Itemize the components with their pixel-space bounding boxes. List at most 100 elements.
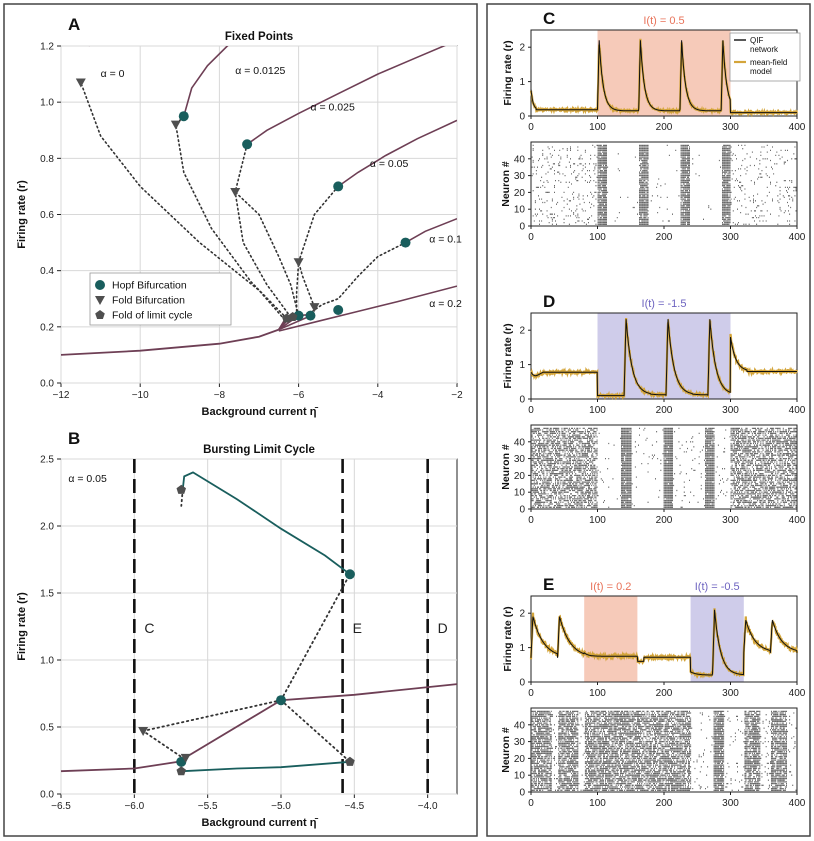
fold-limit-cycle-marker [176, 484, 186, 494]
raster-x-tick-label: 100 [589, 515, 606, 526]
raster-x-tick-label: 200 [656, 515, 673, 526]
stimulus-label: I(t) = 0.5 [643, 15, 684, 27]
y-axis-label: Firing rate (r) [16, 180, 28, 249]
limit-cycle-lower [182, 760, 350, 773]
y-tick-label: 1.2 [40, 42, 54, 53]
stable-branch-high [337, 119, 457, 188]
raster-x-tick-label: 200 [656, 232, 673, 243]
raster-y-tick-label: 0 [519, 505, 525, 516]
y-tick-label: 0.6 [40, 210, 54, 221]
legend-entry: Hopf Bifurcation [112, 280, 187, 292]
rate-x-tick-label: 300 [722, 122, 739, 133]
unstable-branch [297, 261, 316, 308]
raster-x-tick-label: 100 [589, 232, 606, 243]
raster-x-tick-label: 0 [528, 515, 534, 526]
raster-frame [530, 141, 798, 227]
vertical-line-label: E [353, 620, 362, 636]
y-tick-label: 0.4 [40, 266, 54, 277]
plot-area [60, 458, 458, 795]
stimulus-shading [584, 596, 638, 682]
panel-letter: E [543, 575, 554, 594]
qif-network-trace [530, 319, 797, 397]
raster-y-tick-label: 10 [514, 771, 526, 782]
fold-marker [180, 753, 191, 763]
fold-limit-cycle-marker [176, 766, 186, 776]
hopf-marker [242, 139, 253, 150]
hopf-marker [344, 569, 355, 580]
hopf-marker [305, 310, 316, 321]
unstable-branch [307, 241, 407, 315]
fold-marker [138, 727, 149, 737]
legend-qif-label: QIF [750, 36, 763, 45]
fold-marker [230, 188, 241, 198]
y-axis-label: Firing rate (r) [16, 592, 28, 661]
rate-x-tick-label: 0 [528, 688, 534, 699]
limit-cycle-upper [181, 471, 351, 575]
rate-x-tick-label: 400 [789, 405, 806, 416]
raster-y-tick-label: 0 [519, 788, 525, 799]
alpha-label: α = 0.1 [429, 234, 462, 246]
rate-x-tick-label: 400 [789, 122, 806, 133]
raster-x-tick-label: 400 [789, 515, 806, 526]
raster-y-tick-label: 20 [514, 754, 526, 765]
legend-hopf-marker [95, 280, 105, 290]
fold-marker [75, 78, 86, 88]
alpha-label: α = 0.2 [429, 298, 462, 310]
panel-a: −12 −10 −8 −6 −4 −2 0.0 0.2 0.4 0.6 0.8 1.0 1.2 Fixed… [16, 15, 463, 418]
panel-letter-a: A [68, 15, 80, 34]
hopf-marker [400, 237, 411, 248]
chart-title: Bursting Limit Cycle [203, 444, 315, 456]
legend-entry: Fold Bifurcation [112, 295, 185, 307]
legend-box [89, 272, 232, 326]
hopf-marker [333, 181, 344, 192]
rate-x-tick-label: 300 [722, 405, 739, 416]
unstable-branch [234, 191, 300, 317]
qif-network-trace [530, 40, 797, 114]
y-tick-label: 2.0 [40, 522, 54, 533]
legend-mf-label-2: model [750, 67, 772, 76]
raster-y-tick-label: 40 [514, 154, 526, 165]
unstable-branch [295, 261, 300, 317]
y-tick-label: 1.0 [40, 656, 54, 667]
stable-branch-low [278, 285, 457, 332]
raster-x-tick-label: 300 [722, 515, 739, 526]
y-tick-label: 0.0 [40, 790, 54, 801]
raster-y-tick-label: 40 [514, 720, 526, 731]
x-tick-label: −4.0 [418, 801, 438, 812]
legend-qif-label-2: network [750, 45, 779, 54]
rate-y-tick-label: 2 [519, 326, 525, 337]
y-tick-label: 1.5 [40, 589, 54, 600]
x-tick-label: −4.5 [344, 801, 364, 812]
stimulus-label-2: I(t) = -0.5 [695, 581, 740, 593]
panel-letter: D [543, 292, 555, 311]
raster-y-tick-label: 40 [514, 437, 526, 448]
fold-marker [293, 258, 304, 268]
panel-b: −6.5 −6.0 −5.5 −5.0 −4.5 −4.0 0.0 0.5 1.0 1.5 2.0 2… [16, 429, 458, 829]
raster-y-tick-label: 10 [514, 488, 526, 499]
stable-branch-high [246, 46, 446, 145]
x-tick-label: −4 [372, 390, 384, 401]
rate-y-tick-label: 2 [519, 43, 525, 54]
fold-limit-cycle-marker [345, 756, 355, 766]
curves-a [61, 46, 457, 356]
x-tick-label: −2 [451, 390, 463, 401]
x-tick-label: −5.5 [198, 801, 218, 812]
legend-fold-lc-marker [95, 310, 105, 319]
unstable-branch [234, 191, 292, 318]
rate-y-label: Firing rate (r) [502, 323, 514, 388]
raster-x-tick-label: 300 [722, 798, 739, 809]
rate-y-tick-label: 1 [519, 643, 525, 654]
stable-branch-high [405, 217, 457, 244]
fold-limit-cycle-marker [287, 312, 298, 321]
mean-field-trace [529, 608, 799, 679]
stimulus-label: I(t) = -1.5 [642, 298, 687, 310]
y-tick-label: 0.8 [40, 154, 54, 165]
rate-y-tick-label: 0 [519, 678, 525, 689]
chart-title: Fixed Points [225, 31, 293, 43]
legend-a: Hopf Bifurcation Fold Bifurcation Fold of … [89, 272, 232, 326]
vertical-line-label: D [438, 620, 448, 636]
stable-branch-high [88, 46, 90, 47]
rate-y-tick-label: 2 [519, 609, 525, 620]
